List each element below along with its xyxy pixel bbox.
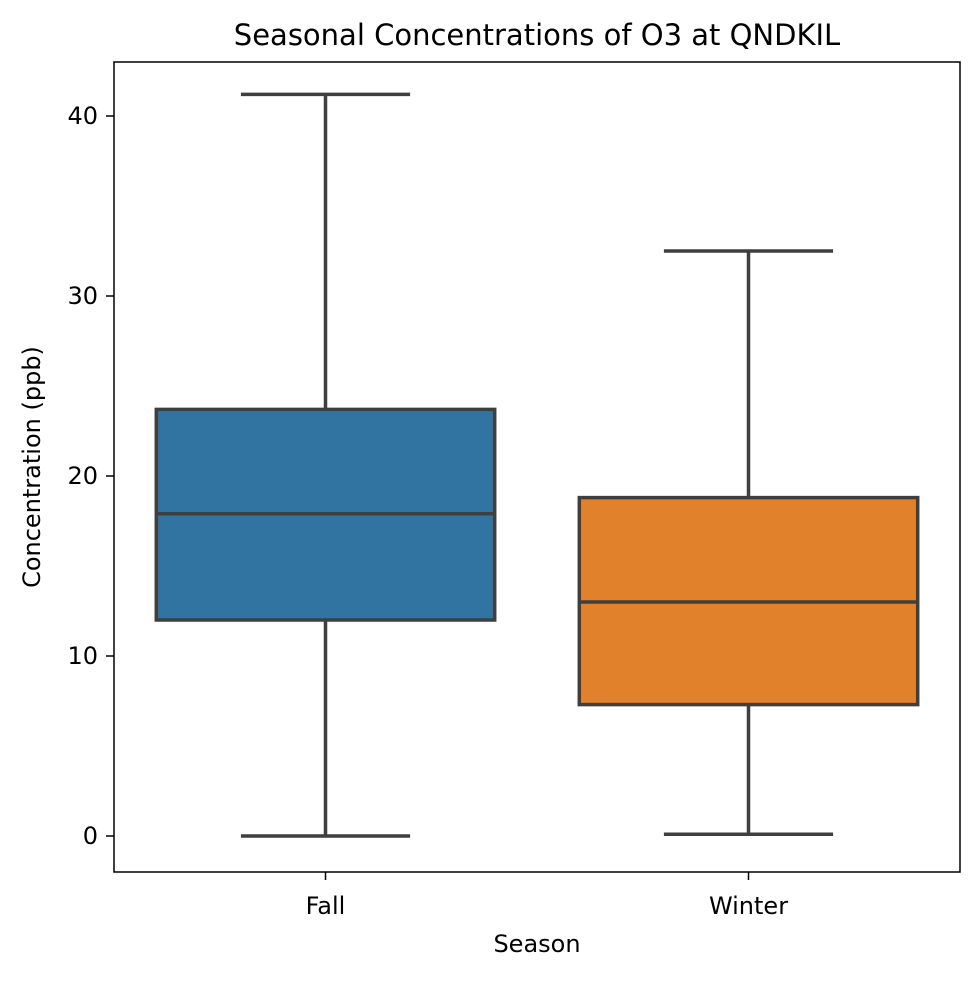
y-tick-label: 30	[67, 282, 98, 310]
y-tick-label: 0	[83, 822, 98, 850]
plot-area	[154, 92, 920, 838]
x-tick-label: Fall	[306, 892, 346, 920]
x-axis-label: Season	[493, 930, 580, 958]
y-axis-label: Concentration (ppb)	[18, 346, 46, 588]
y-tick-label: 20	[67, 462, 98, 490]
box-group-fall	[154, 92, 497, 838]
plot-frame	[113, 61, 961, 873]
y-tick-label: 10	[67, 642, 98, 670]
chart-title: Seasonal Concentrations of O3 at QNDKIL	[234, 18, 840, 52]
x-tick-label: Winter	[709, 892, 788, 920]
y-tick-label: 40	[67, 102, 98, 130]
box-group-winter	[577, 249, 920, 836]
